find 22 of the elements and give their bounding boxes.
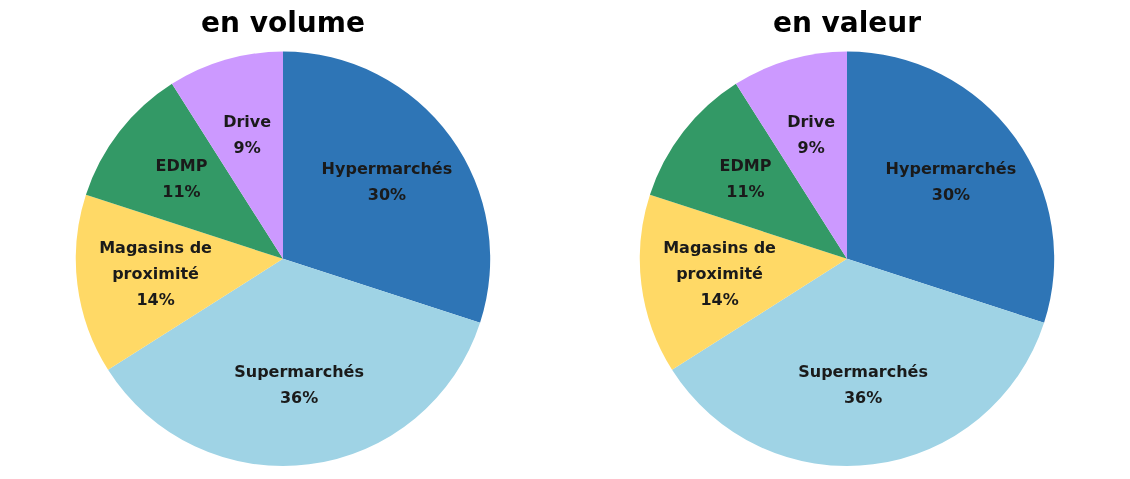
data-label: 36% bbox=[843, 388, 883, 408]
data-label: 14% bbox=[700, 290, 739, 310]
data-label: 9% bbox=[797, 137, 825, 157]
slice-label: Hypermarchés bbox=[885, 159, 1017, 179]
data-label: 9% bbox=[233, 137, 261, 157]
chart-title: en volume bbox=[201, 6, 365, 40]
slice-label: Supermarchés bbox=[234, 362, 364, 382]
slice-label: Supermarchés bbox=[798, 362, 928, 382]
slice-label: Magasins de proximité bbox=[99, 238, 213, 284]
slice-label: Drive bbox=[223, 111, 272, 131]
data-label: 36% bbox=[279, 388, 319, 408]
slice-label: Drive bbox=[787, 111, 836, 131]
data-label: 30% bbox=[931, 185, 971, 205]
data-label: 11% bbox=[162, 182, 201, 202]
slice-label: EDMP bbox=[155, 156, 208, 176]
slice-label: EDMP bbox=[719, 156, 772, 176]
chart-title: en valeur bbox=[772, 6, 922, 40]
data-label: 30% bbox=[367, 185, 407, 205]
slice-label: Magasins de proximité bbox=[663, 238, 777, 284]
slice-label: Hypermarchés bbox=[321, 159, 453, 179]
data-label: 11% bbox=[726, 182, 765, 202]
data-label: 14% bbox=[136, 290, 175, 310]
